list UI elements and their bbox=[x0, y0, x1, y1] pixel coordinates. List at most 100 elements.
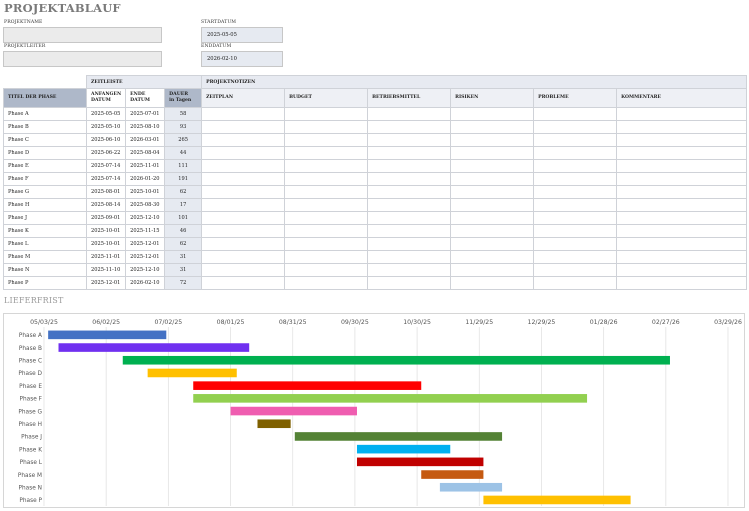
note-cell[interactable] bbox=[201, 263, 286, 277]
phase-cell[interactable]: Phase M bbox=[3, 250, 87, 264]
note-cell[interactable] bbox=[616, 172, 748, 186]
note-cell[interactable] bbox=[367, 185, 452, 199]
end-date-field[interactable]: 2026-02-10 bbox=[201, 51, 283, 67]
note-cell[interactable] bbox=[367, 133, 452, 147]
note-cell[interactable] bbox=[616, 146, 748, 160]
end-date-cell[interactable]: 2025-08-10 bbox=[125, 120, 166, 134]
duration-cell[interactable]: 58 bbox=[164, 107, 203, 121]
note-cell[interactable] bbox=[533, 172, 618, 186]
note-cell[interactable] bbox=[616, 276, 748, 290]
note-cell[interactable] bbox=[201, 133, 286, 147]
note-cell[interactable] bbox=[533, 276, 618, 290]
note-cell[interactable] bbox=[616, 198, 748, 212]
note-cell[interactable] bbox=[450, 120, 535, 134]
note-cell[interactable] bbox=[616, 107, 748, 121]
phase-cell[interactable]: Phase E bbox=[3, 159, 87, 173]
start-date-cell[interactable]: 2025-11-10 bbox=[85, 263, 127, 277]
note-cell[interactable] bbox=[201, 211, 286, 225]
note-cell[interactable] bbox=[533, 263, 618, 277]
note-cell[interactable] bbox=[533, 185, 618, 199]
note-cell[interactable] bbox=[284, 120, 369, 134]
duration-cell[interactable]: 44 bbox=[164, 146, 203, 160]
note-cell[interactable] bbox=[616, 237, 748, 251]
end-date-cell[interactable]: 2025-11-15 bbox=[125, 224, 166, 238]
end-date-cell[interactable]: 2026-03-01 bbox=[125, 133, 166, 147]
note-cell[interactable] bbox=[450, 172, 535, 186]
note-cell[interactable] bbox=[533, 198, 618, 212]
note-cell[interactable] bbox=[450, 198, 535, 212]
end-date-cell[interactable]: 2025-08-30 bbox=[125, 198, 166, 212]
end-date-cell[interactable]: 2025-07-01 bbox=[125, 107, 166, 121]
duration-cell[interactable]: 62 bbox=[164, 237, 203, 251]
duration-cell[interactable]: 17 bbox=[164, 198, 203, 212]
note-cell[interactable] bbox=[533, 211, 618, 225]
project-lead-field[interactable] bbox=[3, 51, 162, 67]
note-cell[interactable] bbox=[533, 250, 618, 264]
end-date-cell[interactable]: 2025-12-01 bbox=[125, 237, 166, 251]
start-date-cell[interactable]: 2025-06-10 bbox=[85, 133, 127, 147]
duration-cell[interactable]: 191 bbox=[164, 172, 203, 186]
note-cell[interactable] bbox=[201, 172, 286, 186]
note-cell[interactable] bbox=[367, 276, 452, 290]
phase-cell[interactable]: Phase C bbox=[3, 133, 87, 147]
phase-cell[interactable]: Phase G bbox=[3, 185, 87, 199]
note-cell[interactable] bbox=[616, 185, 748, 199]
end-date-cell[interactable]: 2025-12-01 bbox=[125, 250, 166, 264]
phase-cell[interactable]: Phase L bbox=[3, 237, 87, 251]
phase-cell[interactable]: Phase N bbox=[3, 263, 87, 277]
note-cell[interactable] bbox=[284, 198, 369, 212]
note-cell[interactable] bbox=[201, 185, 286, 199]
note-cell[interactable] bbox=[201, 224, 286, 238]
note-cell[interactable] bbox=[450, 211, 535, 225]
start-date-cell[interactable]: 2025-05-10 bbox=[85, 120, 127, 134]
phase-cell[interactable]: Phase P bbox=[3, 276, 87, 290]
project-name-field[interactable] bbox=[3, 27, 162, 43]
note-cell[interactable] bbox=[367, 107, 452, 121]
note-cell[interactable] bbox=[284, 185, 369, 199]
duration-cell[interactable]: 31 bbox=[164, 250, 203, 264]
note-cell[interactable] bbox=[450, 237, 535, 251]
note-cell[interactable] bbox=[450, 224, 535, 238]
end-date-cell[interactable]: 2025-12-10 bbox=[125, 263, 166, 277]
duration-cell[interactable]: 111 bbox=[164, 159, 203, 173]
start-date-cell[interactable]: 2025-06-22 bbox=[85, 146, 127, 160]
start-date-cell[interactable]: 2025-05-05 bbox=[85, 107, 127, 121]
note-cell[interactable] bbox=[201, 107, 286, 121]
phase-cell[interactable]: Phase D bbox=[3, 146, 87, 160]
note-cell[interactable] bbox=[533, 159, 618, 173]
start-date-cell[interactable]: 2025-10-01 bbox=[85, 237, 127, 251]
start-date-cell[interactable]: 2025-10-01 bbox=[85, 224, 127, 238]
note-cell[interactable] bbox=[367, 198, 452, 212]
note-cell[interactable] bbox=[201, 198, 286, 212]
duration-cell[interactable]: 62 bbox=[164, 185, 203, 199]
end-date-cell[interactable]: 2026-02-10 bbox=[125, 276, 166, 290]
duration-cell[interactable]: 31 bbox=[164, 263, 203, 277]
note-cell[interactable] bbox=[284, 237, 369, 251]
note-cell[interactable] bbox=[284, 107, 369, 121]
note-cell[interactable] bbox=[284, 263, 369, 277]
note-cell[interactable] bbox=[201, 276, 286, 290]
start-date-cell[interactable]: 2025-07-14 bbox=[85, 172, 127, 186]
note-cell[interactable] bbox=[450, 276, 535, 290]
note-cell[interactable] bbox=[533, 224, 618, 238]
phase-cell[interactable]: Phase F bbox=[3, 172, 87, 186]
start-date-cell[interactable]: 2025-07-14 bbox=[85, 159, 127, 173]
note-cell[interactable] bbox=[201, 146, 286, 160]
note-cell[interactable] bbox=[284, 159, 369, 173]
end-date-cell[interactable]: 2025-11-01 bbox=[125, 159, 166, 173]
note-cell[interactable] bbox=[284, 146, 369, 160]
note-cell[interactable] bbox=[201, 120, 286, 134]
phase-cell[interactable]: Phase H bbox=[3, 198, 87, 212]
duration-cell[interactable]: 93 bbox=[164, 120, 203, 134]
note-cell[interactable] bbox=[284, 250, 369, 264]
note-cell[interactable] bbox=[284, 211, 369, 225]
note-cell[interactable] bbox=[367, 211, 452, 225]
end-date-cell[interactable]: 2025-08-04 bbox=[125, 146, 166, 160]
note-cell[interactable] bbox=[201, 250, 286, 264]
note-cell[interactable] bbox=[616, 159, 748, 173]
start-date-cell[interactable]: 2025-08-01 bbox=[85, 185, 127, 199]
note-cell[interactable] bbox=[616, 133, 748, 147]
note-cell[interactable] bbox=[367, 263, 452, 277]
note-cell[interactable] bbox=[616, 224, 748, 238]
note-cell[interactable] bbox=[616, 250, 748, 264]
